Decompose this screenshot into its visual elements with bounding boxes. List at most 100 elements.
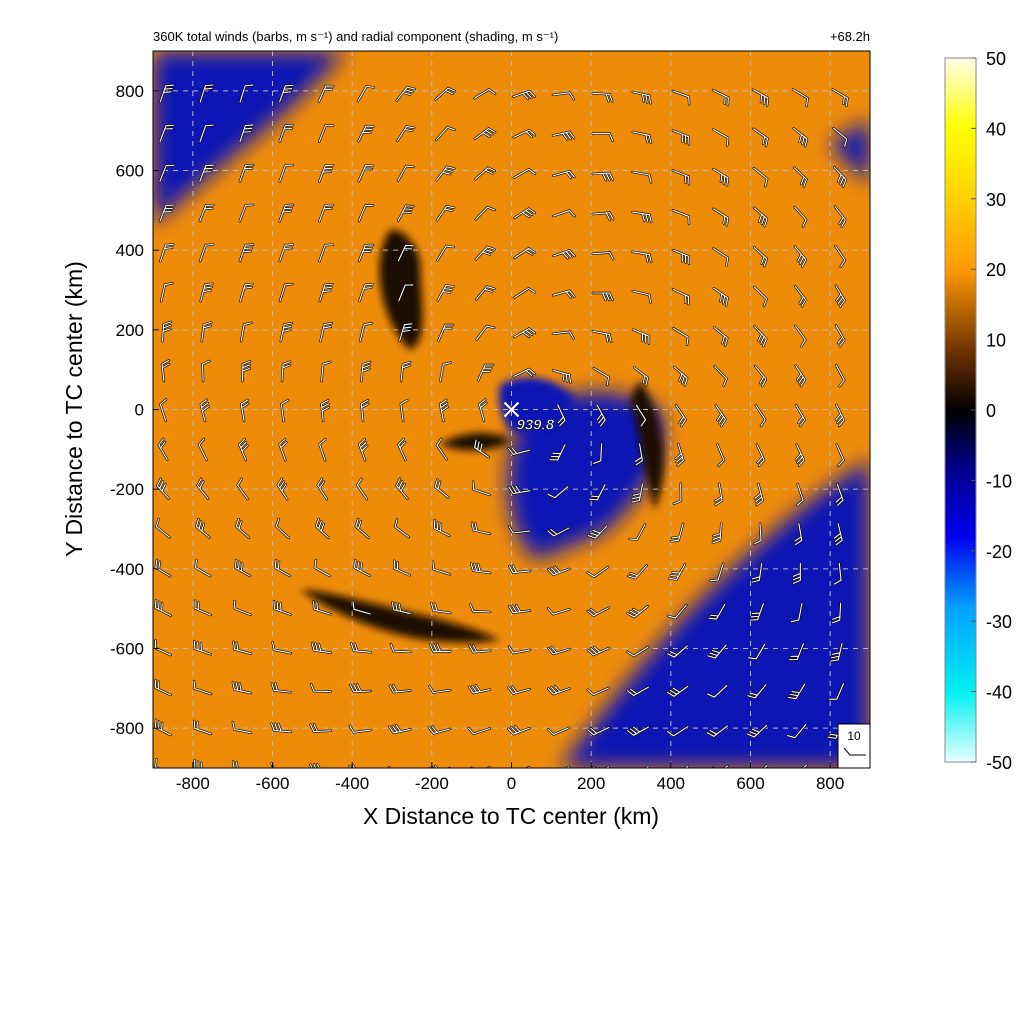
wind-barb <box>626 726 649 736</box>
wind-barb <box>592 92 613 103</box>
wind-barb <box>547 486 569 499</box>
wind-barb <box>673 483 682 505</box>
wind-barb <box>587 687 610 696</box>
wind-barb <box>470 562 491 574</box>
wind-barb <box>280 399 289 422</box>
wind-barb <box>763 765 768 768</box>
colorbar-tick-label: -40 <box>986 683 1012 703</box>
wind-barb <box>753 207 768 227</box>
wind-barb <box>232 641 252 655</box>
wind-barb <box>513 287 536 299</box>
wind-barb <box>436 205 455 221</box>
wind-barb <box>753 286 768 307</box>
wind-barb <box>432 561 451 575</box>
wind-barb <box>237 478 249 500</box>
wind-barb <box>587 726 610 736</box>
wind-barb <box>310 723 332 733</box>
wind-barb <box>320 399 330 422</box>
wind-barb <box>508 604 531 614</box>
wind-barb <box>317 478 328 500</box>
x-tick-label: 600 <box>736 774 764 793</box>
wind-barb <box>552 331 575 340</box>
wind-barb <box>429 643 451 653</box>
wind-barb <box>469 603 491 613</box>
wind-barb <box>712 522 722 544</box>
wind-barb <box>794 325 806 347</box>
wind-barb <box>397 438 407 461</box>
wind-barb <box>796 483 804 506</box>
wind-barb <box>587 525 608 539</box>
wind-barb <box>428 685 451 694</box>
wind-barb <box>239 244 254 262</box>
wind-barb <box>358 165 374 182</box>
wind-barb <box>587 566 609 578</box>
tc-center: 939.8 <box>503 401 555 434</box>
wind-barb <box>513 208 536 219</box>
wind-barb <box>752 89 769 107</box>
wind-barb <box>547 607 571 615</box>
wind-barb <box>836 444 845 467</box>
wind-barb <box>239 164 254 183</box>
reference-barb-box: 10 <box>837 723 871 769</box>
wind-barb <box>397 165 415 182</box>
wind-barb <box>792 88 809 107</box>
wind-barb <box>632 91 652 104</box>
wind-barb <box>709 563 724 582</box>
y-tick-label: -200 <box>110 480 144 499</box>
wind-barb <box>199 124 214 143</box>
wind-barb <box>828 682 845 700</box>
wind-barb <box>396 86 416 102</box>
wind-barb <box>593 443 603 465</box>
wind-barb <box>714 365 728 387</box>
wind-barb <box>154 679 172 696</box>
wind-barb <box>474 127 496 140</box>
wind-barb <box>232 681 252 694</box>
wind-barb <box>158 438 168 461</box>
y-tick-label: -800 <box>110 719 144 738</box>
wind-barb <box>279 84 294 103</box>
wind-barb <box>552 290 575 299</box>
wind-barb <box>201 360 210 382</box>
wind-barb <box>235 518 250 539</box>
wind-barb <box>389 684 412 693</box>
wind-barb <box>552 369 572 384</box>
wind-barb <box>792 562 801 584</box>
wind-barb <box>713 326 728 347</box>
wind-barb <box>513 327 536 338</box>
wind-barb <box>508 447 531 456</box>
wind-barb <box>437 324 454 342</box>
wind-barb <box>436 166 455 181</box>
wind-barb <box>391 601 411 615</box>
wind-barb <box>390 643 412 653</box>
y-tick-label: 200 <box>116 321 144 340</box>
y-tick-label: -600 <box>110 640 144 659</box>
wind-barb <box>794 523 803 546</box>
wind-barb <box>194 600 212 616</box>
wind-barb <box>835 285 846 308</box>
wind-barb <box>752 128 769 147</box>
wind-barb <box>596 404 606 427</box>
wind-barb <box>632 251 652 263</box>
wind-barb <box>753 167 768 187</box>
x-axis-label: X Distance to TC center (km) <box>363 803 659 829</box>
wind-barb <box>281 361 291 382</box>
wind-barb <box>357 125 375 142</box>
wind-barb <box>274 559 291 577</box>
wind-barb <box>279 438 287 461</box>
x-tick-label: 400 <box>657 774 685 793</box>
wind-barb <box>388 724 411 734</box>
dark-band-east <box>630 380 664 510</box>
wind-barb <box>275 518 290 539</box>
wind-barb <box>321 361 331 382</box>
wind-barb <box>195 518 210 539</box>
x-tick-label: 800 <box>816 774 844 793</box>
wind-barb <box>712 89 729 106</box>
wind-barb <box>359 322 373 342</box>
wind-barb <box>835 404 845 427</box>
wind-barb <box>472 481 491 496</box>
wind-barb <box>154 639 172 656</box>
wind-barb <box>552 92 575 100</box>
x-ticks: -800 -600 -400 -200 0 200 400 600 800 <box>176 762 844 793</box>
y-tick-label: -400 <box>110 560 144 579</box>
